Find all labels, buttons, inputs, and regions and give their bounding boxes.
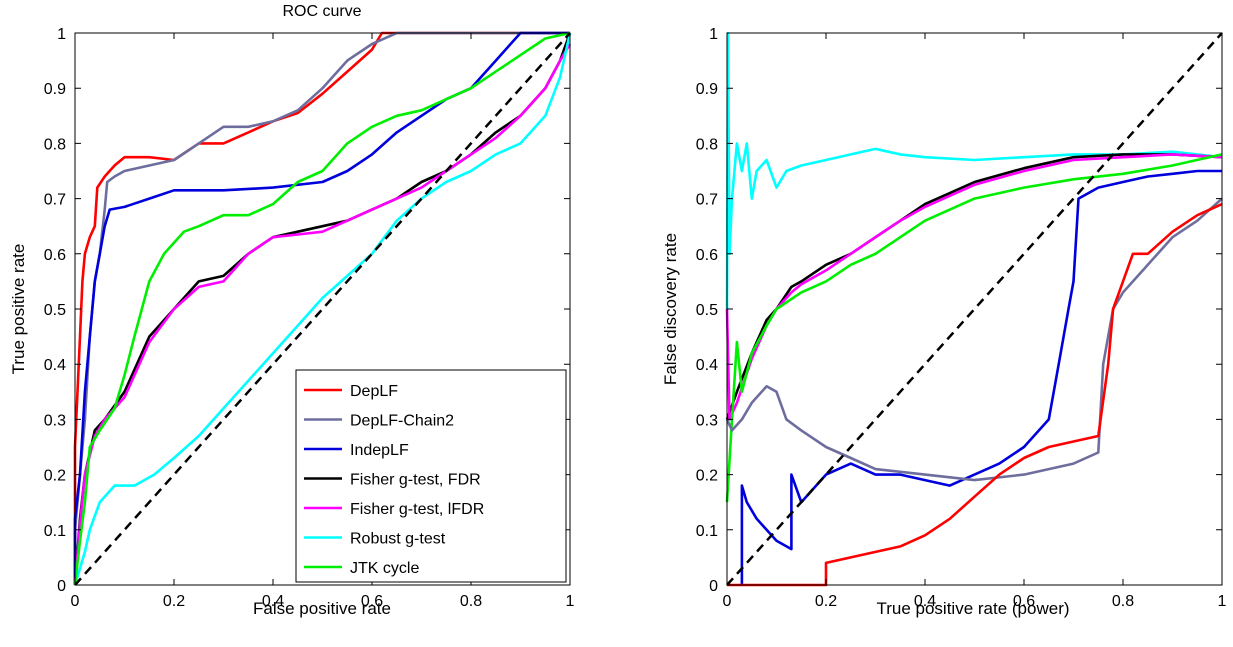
- fdr-y-tick-label: 0.4: [696, 357, 718, 374]
- legend-label: DepLF-Chain2: [350, 413, 454, 430]
- roc-chart: ROC curve 0 0.2 0.4 0.6 0.8 1 0 0.1 0.2 0.3 0.4 0.5…: [9, 3, 575, 618]
- roc-y-tick-label: 0.9: [44, 81, 66, 98]
- roc-y-tick-label: 0.3: [44, 412, 66, 429]
- fdr-y-tick-label: 0.7: [696, 192, 718, 209]
- fdr-series-line-6: [727, 202, 1223, 587]
- legend-label: IndepLF: [350, 442, 409, 459]
- fdr-x-axis-label: True positive rate (power): [876, 599, 1069, 618]
- roc-series-line-5: [73, 32, 572, 586]
- roc-y-tick-label: 0.7: [44, 192, 66, 209]
- fdr-x-tick-label: 0: [723, 593, 732, 610]
- legend-label: Robust g-test: [350, 531, 446, 548]
- fdr-y-tick-label: 0.6: [696, 247, 718, 264]
- fdr-y-tick-label: 0.2: [696, 468, 718, 485]
- roc-y-tick-label: 0.6: [44, 247, 66, 264]
- roc-x-tick-label: 1: [566, 593, 575, 610]
- legend-label: JTK cycle: [350, 560, 419, 577]
- fdr-y-tick-label: 0.9: [696, 81, 718, 98]
- fdr-series-line-4: [740, 169, 1222, 585]
- fdr-chart: 0 0.2 0.4 0.6 0.8 1 0 0.1 0.2 0.3 0.4 0.5 0.6 0.7 0.8 0…: [661, 26, 1227, 618]
- fdr-x-tick-label: 0.8: [1112, 593, 1134, 610]
- roc-y-tick-label: 0.5: [44, 302, 66, 319]
- fdr-plot-area: 0 0.2 0.4 0.6 0.8 1 0 0.1 0.2 0.3 0.4 0.5 0.6 0.7 0.8 0…: [696, 26, 1227, 610]
- fdr-series-line-3: [725, 153, 1223, 503]
- roc-legend: DepLF DepLF-Chain2 IndepLF Fisher g-test, F…: [295, 369, 567, 583]
- legend-label: Fisher g-test, FDR: [350, 472, 481, 489]
- legend-label: Fisher g-test, lFDR: [350, 501, 484, 518]
- roc-x-tick-label: 0.2: [163, 593, 185, 610]
- fdr-series-line-0: [725, 31, 1223, 310]
- fdr-x-tick-label: 1: [1218, 593, 1227, 610]
- roc-y-tick-label: 0.8: [44, 136, 66, 153]
- roc-x-tick-label: 0.6: [361, 593, 383, 610]
- roc-series-line-4: [73, 43, 572, 586]
- fdr-series-line-1: [725, 153, 1223, 420]
- fdr-x-tick-label: 0.2: [815, 593, 837, 610]
- fdr-y-tick-label: 0.8: [696, 136, 718, 153]
- fdr-y-tick-label: 0.3: [696, 412, 718, 429]
- fdr-y-axis-label: False discovery rate: [661, 233, 680, 385]
- fdr-y-tick-label: 0.1: [696, 523, 718, 540]
- roc-chart-title: ROC curve: [282, 3, 361, 20]
- roc-x-tick-label: 0: [71, 593, 80, 610]
- fdr-series-line-2: [725, 153, 1223, 421]
- legend-label: DepLF: [350, 383, 398, 400]
- roc-legend-box: [295, 369, 567, 583]
- fdr-x-tick-label: 0.6: [1013, 593, 1035, 610]
- roc-x-axis-label: False positive rate: [253, 599, 391, 618]
- fdr-y-tick-label: 0: [709, 578, 718, 595]
- fdr-series-line-5: [725, 197, 1223, 482]
- roc-y-axis-label: True positive rate: [9, 244, 28, 375]
- roc-legend-items: DepLF DepLF-Chain2 IndepLF Fisher g-test, F…: [304, 383, 484, 577]
- roc-y-tick-label: 0.2: [44, 468, 66, 485]
- roc-y-tick-label: 0.4: [44, 357, 66, 374]
- fdr-y-tick-label: 1: [709, 26, 718, 43]
- roc-x-tick-label: 0.8: [460, 593, 482, 610]
- fdr-diagonal-reference-line: [726, 32, 1223, 586]
- fdr-x-tick-label: 0.4: [914, 593, 936, 610]
- roc-series-line-6: [73, 31, 571, 586]
- roc-x-tick-label: 0.4: [262, 593, 284, 610]
- fdr-y-tick-label: 0.5: [696, 302, 718, 319]
- roc-diagonal-reference-line: [74, 32, 571, 586]
- roc-y-tick-label: 0: [57, 578, 66, 595]
- roc-y-tick-label: 1: [57, 26, 66, 43]
- roc-series-line-0: [73, 31, 570, 585]
- roc-y-tick-label: 0.1: [44, 523, 66, 540]
